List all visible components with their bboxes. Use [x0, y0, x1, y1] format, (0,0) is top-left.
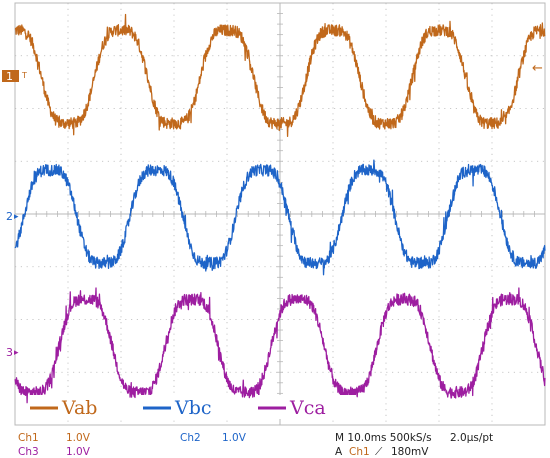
trigger-slope-icon: ⟋ — [375, 446, 383, 458]
legend-item-vbc: Vbc — [141, 395, 241, 419]
trigger-source: Ch1 — [349, 446, 370, 458]
ch2-marker-label: 2 — [6, 210, 13, 223]
readout-bar: Ch1 1.0V Ch3 1.0V Ch2 1.0V M 10.0ms 500k… — [18, 432, 493, 458]
ch1-marker[interactable]: 1 T — [2, 70, 27, 83]
trace-vab — [14, 13, 546, 138]
ch2-label: Ch2 — [180, 432, 201, 444]
legend-item-vab: Vab — [28, 395, 128, 419]
trace-vbc — [14, 159, 546, 276]
ch1-marker-badge — [2, 70, 19, 82]
ch2-scale: 1.0V — [222, 432, 247, 444]
graticule — [14, 2, 546, 426]
resolution-readout: 2.0µs/pt — [450, 432, 493, 444]
trigger-position-label: T — [21, 71, 27, 80]
trace-vca — [14, 287, 546, 409]
ch2-marker[interactable]: 2 ▸ — [6, 210, 19, 223]
legend: Vab Vbc Vca — [28, 395, 356, 419]
ch1-scale: 1.0V — [66, 432, 91, 444]
legend-item-vca: Vca — [256, 395, 356, 419]
timebase-readout: M 10.0ms 500kS/s — [335, 432, 432, 444]
ch2-marker-arrow-icon: ▸ — [14, 212, 19, 222]
legend-label: Vca — [289, 397, 326, 419]
legend-label: Vbc — [174, 397, 212, 419]
ch3-marker-label: 3 — [6, 346, 13, 359]
trigger-level: 180mV — [391, 446, 429, 458]
ch3-scale: 1.0V — [66, 446, 91, 458]
ch3-label: Ch3 — [18, 446, 39, 458]
ch3-marker-arrow-icon: ▸ — [14, 348, 19, 358]
ch1-label: Ch1 — [18, 432, 39, 444]
trigger-mode: A — [335, 446, 343, 458]
trigger-level-arrow-icon[interactable]: ← — [532, 61, 543, 76]
waveform-traces — [14, 13, 546, 409]
legend-label: Vab — [61, 397, 97, 419]
ch1-marker-label: 1 — [6, 70, 13, 83]
ch3-marker[interactable]: 3 ▸ — [6, 346, 19, 359]
